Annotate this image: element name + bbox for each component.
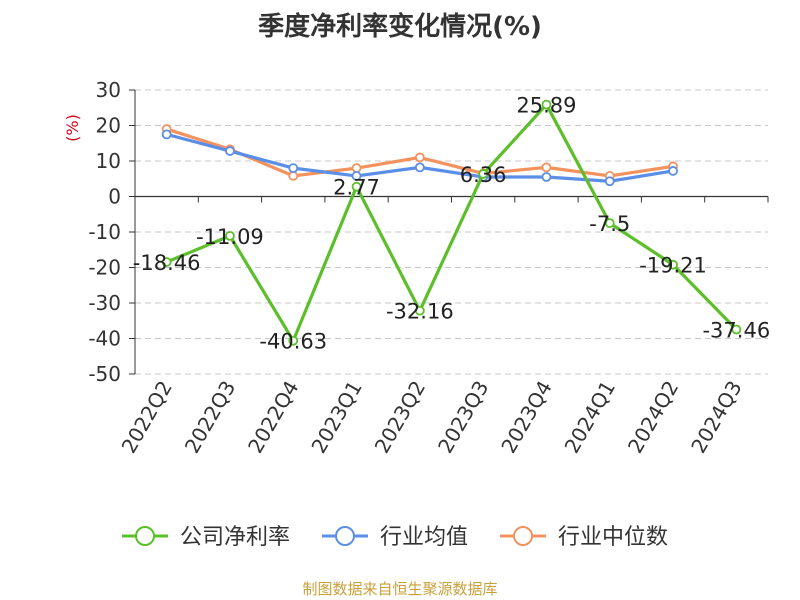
data-point-0 <box>161 257 172 267</box>
data-point-0 <box>604 218 615 229</box>
data-point-0 <box>351 181 362 192</box>
y-axis-unit-label: (%) <box>63 114 82 142</box>
data-point-1 <box>351 171 362 181</box>
data-label: 25.89 <box>516 94 576 118</box>
data-label: -40.63 <box>259 330 327 354</box>
data-point-1 <box>225 146 235 156</box>
x-tick-label: 2024Q1 <box>560 377 620 458</box>
y-tick-label: 30 <box>96 78 121 102</box>
data-point-0 <box>478 169 489 179</box>
data-point-0 <box>668 259 678 270</box>
series-lines <box>161 99 742 346</box>
y-tick-label: -10 <box>88 220 121 244</box>
data-point-1 <box>414 162 425 173</box>
y-tick-label: -40 <box>88 327 121 351</box>
x-tick-label: 2022Q3 <box>180 377 240 458</box>
data-point-1 <box>161 129 172 140</box>
data-point-1 <box>604 176 615 187</box>
data-label: -11.09 <box>196 225 264 249</box>
data-labels: -18.46-11.09 -40.63 2.77 -32.16 6.36 25.89 -7.… <box>133 94 770 354</box>
y-tick-label: -30 <box>88 291 121 315</box>
y-tick-label: 20 <box>96 114 121 138</box>
data-point-2 <box>351 163 362 174</box>
x-tick-label: 2023Q3 <box>433 377 493 458</box>
y-tick-label: -20 <box>88 256 121 280</box>
y-tick-label: 10 <box>96 149 121 173</box>
x-tick-label: 2022Q4 <box>243 377 303 458</box>
series-line-0 <box>166 102 738 343</box>
data-point-0 <box>288 335 299 346</box>
data-label: -19.21 <box>639 254 707 278</box>
x-tick-label: 2022Q2 <box>117 377 177 458</box>
legend-swatch-marker <box>513 526 533 546</box>
x-tick-label: 2023Q2 <box>370 377 430 458</box>
legend-label: 公司净利率 <box>180 525 290 550</box>
x-tick-label: 2024Q2 <box>623 377 683 458</box>
data-point-2 <box>288 171 299 181</box>
data-point-0 <box>225 230 235 241</box>
data-point-2 <box>414 152 425 163</box>
legend-swatch-marker <box>335 526 355 546</box>
y-tick-label: -50 <box>88 362 121 386</box>
data-label: -32.16 <box>386 300 454 324</box>
x-tick-label: 2023Q4 <box>496 377 556 458</box>
legend: 公司净利率 行业均值 行业中位数 <box>122 525 668 550</box>
data-label: -37.46 <box>702 318 770 342</box>
legend-swatch-marker <box>135 526 155 546</box>
legend-label: 行业中位数 <box>558 525 668 550</box>
data-label: -7.5 <box>589 212 630 236</box>
data-point-0 <box>731 324 742 335</box>
x-tick-label: 2023Q1 <box>306 377 366 458</box>
source-note: 制图数据来自恒生聚源数据库 <box>302 580 498 598</box>
data-point-0 <box>414 305 425 316</box>
y-tick-label: 0 <box>108 185 121 209</box>
data-label: 6.36 <box>460 163 507 187</box>
data-point-1 <box>668 166 678 176</box>
data-point-0 <box>541 99 552 110</box>
data-point-1 <box>541 172 552 182</box>
data-label: -18.46 <box>133 251 201 275</box>
data-point-1 <box>288 163 299 174</box>
legend-label: 行业均值 <box>380 525 468 550</box>
data-label: 2.77 <box>333 176 380 200</box>
grid-lines <box>135 89 768 375</box>
chart-title: 季度净利率变化情况(%) <box>258 12 542 42</box>
data-point-2 <box>541 162 552 173</box>
x-tick-label: 2024Q3 <box>686 377 746 458</box>
